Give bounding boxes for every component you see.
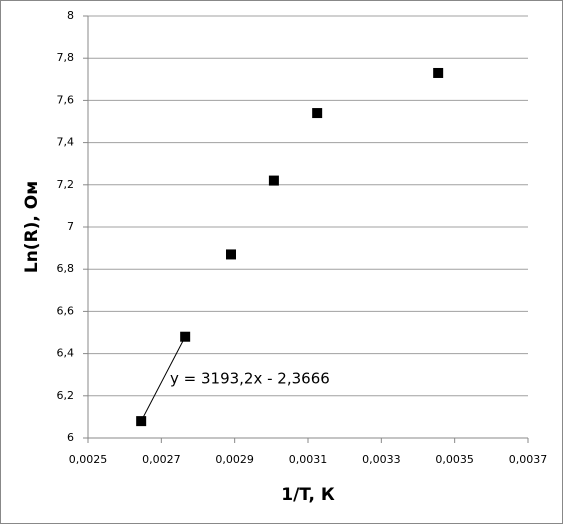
point <box>180 331 191 342</box>
y-tick-label: 6,2 <box>57 389 75 402</box>
point <box>136 416 147 427</box>
point <box>312 108 323 119</box>
y-tick-label: 7 <box>67 220 74 233</box>
y-tick-label: 6,4 <box>57 347 75 360</box>
y-tick-label: 6,6 <box>57 304 75 317</box>
y-tick-label: 6,8 <box>57 262 75 275</box>
x-tick-label: 0,0031 <box>289 453 328 466</box>
y-tick-label: 7,4 <box>57 136 75 149</box>
x-tick-label: 0,0025 <box>69 453 108 466</box>
trendline-equation: y = 3193,2x - 2,3666 <box>170 370 330 388</box>
point <box>268 175 279 186</box>
y-tick-label: 6 <box>67 431 74 444</box>
x-tick-label: 0,0035 <box>435 453 474 466</box>
x-tick-label: 0,0029 <box>215 453 254 466</box>
x-tick-label: 0,0027 <box>142 453 181 466</box>
x-tick-label: 0,0033 <box>362 453 401 466</box>
trendline <box>140 336 186 422</box>
point <box>433 67 444 78</box>
y-axis-label: Ln(R), Ом <box>22 181 42 273</box>
point <box>226 249 236 260</box>
y-tick-label: 7,2 <box>57 178 75 191</box>
y-tick-label: 7,8 <box>57 51 75 64</box>
x-axis-label: 1/T, К <box>281 485 335 505</box>
y-tick-label: 8 <box>67 9 74 22</box>
y-tick-label: 7,6 <box>57 93 75 106</box>
x-tick-label: 0,0037 <box>509 453 548 466</box>
